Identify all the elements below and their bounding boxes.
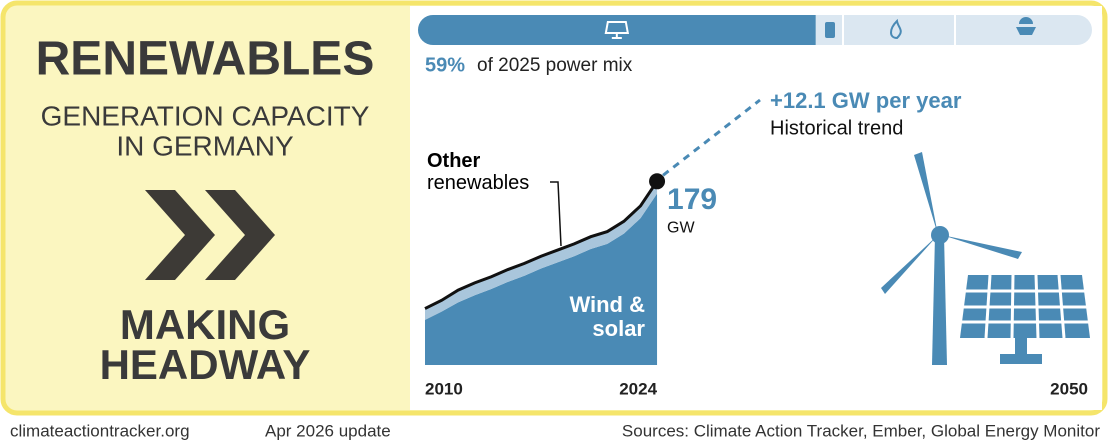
trend-note: Historical trend [770,117,903,139]
leader-line [550,181,562,247]
footer-update: Apr 2026 update [265,421,391,440]
share-bar [418,15,816,45]
share-label: 59% [425,54,465,76]
area [425,181,658,320]
title: RENEWABLES [36,33,375,86]
x-tick-label: 2050 [1050,379,1088,398]
end-value: 179 [667,183,717,216]
area [425,193,658,365]
chevron [145,190,215,280]
oil-icon [825,22,835,38]
status: HEADWAY [100,341,311,388]
trend-label: +12.1 GW per year [770,88,962,113]
coal-icon [1016,17,1036,35]
chevron [205,190,275,280]
panel-grid [961,274,1089,339]
footer-sources: Sources: Climate Action Tracker, Ember, … [622,421,1100,440]
share-text: of 2025 power mix [477,55,633,76]
x-tick-label: 2010 [425,379,463,398]
series-label: Other renewables [427,150,530,194]
solar-icon [604,21,630,39]
x-tick-label: 2024 [619,379,657,398]
gas-icon [890,18,902,40]
end-unit: GW [667,220,695,237]
series-label: Wind & solar [569,292,645,342]
footer-site: climateactiontracker.org [10,421,190,440]
subtitle: GENERATION CAPACITY [41,100,370,131]
status: MAKING [120,301,290,348]
subtitle: IN GERMANY [116,130,294,161]
total-line [424,180,659,310]
end-point [649,173,666,190]
